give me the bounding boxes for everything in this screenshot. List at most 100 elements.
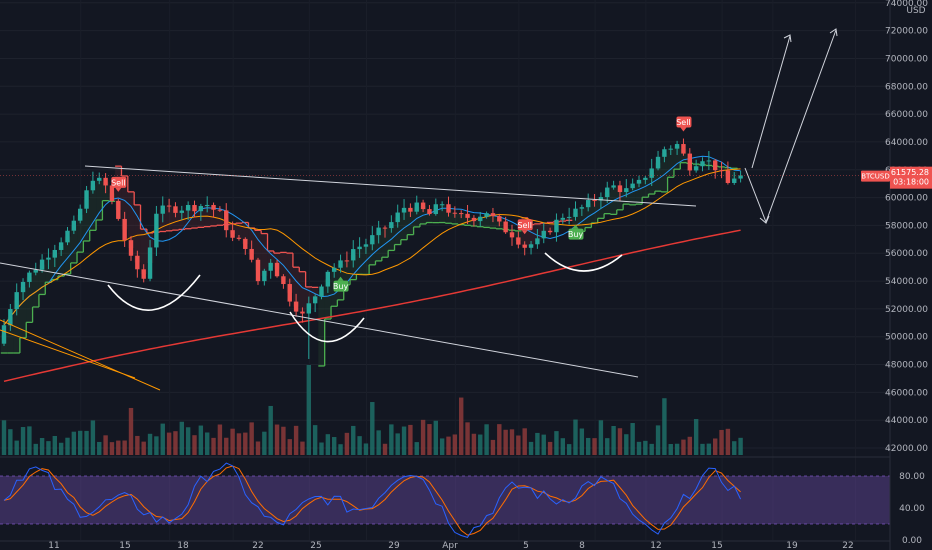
oscillator-tick-label: 80.00 (899, 472, 925, 482)
volume-bar (300, 441, 305, 455)
last-price-tag (890, 166, 932, 189)
candle-body (503, 221, 508, 233)
price-tick-label: 56000.00 (885, 249, 928, 259)
volume-bar (128, 407, 134, 455)
trail-zone (89, 185, 97, 231)
oscillator-tick-label: 40.00 (899, 504, 925, 514)
candle-body (293, 301, 299, 312)
volume-bar (528, 441, 534, 455)
volume-bar (459, 397, 464, 455)
volume-bar (706, 443, 712, 455)
candle-body (725, 170, 731, 183)
trail-zone (254, 230, 262, 271)
candle-body (617, 185, 623, 193)
volume-bar (116, 440, 121, 455)
volume-bar (27, 426, 32, 455)
sell-signal[interactable] (111, 176, 127, 188)
trail-zone (680, 148, 687, 163)
volume-bar (154, 436, 159, 455)
candle-body (58, 242, 64, 250)
trail-zone (458, 213, 465, 225)
candle-body (198, 206, 204, 212)
candle-body (338, 260, 343, 268)
symbol-tag (861, 170, 890, 182)
signal-label: Sell (676, 118, 690, 127)
volume-bar (217, 424, 223, 455)
volume-bar (357, 436, 362, 455)
candle-body (395, 212, 400, 223)
candle-body (497, 216, 502, 222)
volume-bar (414, 442, 419, 455)
candle-body (624, 188, 629, 193)
volume-bar (478, 434, 483, 455)
trail-zone (140, 229, 147, 275)
trail-zone (661, 153, 668, 192)
cup-pattern-1 (107, 274, 201, 311)
symbol-label: BTCUSD (861, 173, 890, 181)
candle-body (1, 325, 7, 344)
trail-zone (585, 203, 592, 228)
candle-body (300, 311, 305, 314)
volume-bar (262, 431, 267, 455)
volume-bar (78, 430, 83, 455)
buy-signal[interactable] (568, 228, 584, 240)
time-tick-label: 12 (650, 541, 661, 550)
candle-body (122, 218, 127, 241)
trail-zone (26, 277, 33, 323)
volume-bar (58, 442, 64, 455)
volume-bar (249, 422, 254, 455)
trail-zone (134, 204, 141, 263)
candle-body (662, 149, 667, 157)
candle-body (370, 235, 375, 245)
candle-body (459, 213, 464, 215)
trail-zone (356, 247, 363, 275)
volume-bar (122, 440, 127, 455)
volume-bar (395, 433, 400, 455)
trail-zone (38, 264, 46, 295)
candles (1, 138, 743, 359)
volume-bar (1, 420, 7, 455)
candle-body (649, 168, 654, 178)
trail-zone (451, 212, 459, 224)
trail-zone (673, 146, 681, 170)
candle-body (109, 185, 115, 201)
volume-bar (166, 432, 172, 455)
signal-pointer (337, 276, 344, 281)
stoch-oscillator (0, 456, 890, 538)
candle-body (471, 217, 477, 222)
trail-zone (121, 175, 128, 230)
drawings (0, 28, 838, 391)
candle-body (706, 160, 712, 162)
volume-bar (630, 423, 635, 455)
trail-zone (527, 224, 535, 247)
trail-zone (381, 227, 389, 258)
candle-body (420, 202, 426, 210)
currency-label: USD (906, 6, 925, 16)
volume-bar (420, 419, 426, 455)
candle-body (357, 246, 362, 250)
trail-zone (667, 148, 674, 178)
volume-bar (687, 436, 692, 455)
candle-body (465, 213, 470, 218)
volume-bar (65, 437, 70, 455)
candle-body (39, 259, 45, 270)
candle-body (439, 204, 445, 206)
trail-zone (83, 199, 90, 241)
candle-body (179, 210, 184, 213)
trail-zone (172, 209, 179, 231)
candle-body (351, 249, 356, 261)
volume-bar (554, 431, 559, 455)
candle-body (643, 177, 648, 180)
candle-body (433, 204, 438, 215)
price-tick-label: 72000.00 (885, 27, 928, 37)
trail-zone (57, 246, 65, 277)
sell-signal[interactable] (676, 116, 692, 128)
candle-body (287, 284, 292, 302)
sell-signal[interactable] (517, 219, 533, 231)
volume-bar (535, 432, 540, 455)
buy-signal[interactable] (333, 280, 349, 292)
trail-zone (165, 205, 173, 231)
arrowhead-3 (759, 215, 770, 224)
candle-body (14, 292, 19, 310)
